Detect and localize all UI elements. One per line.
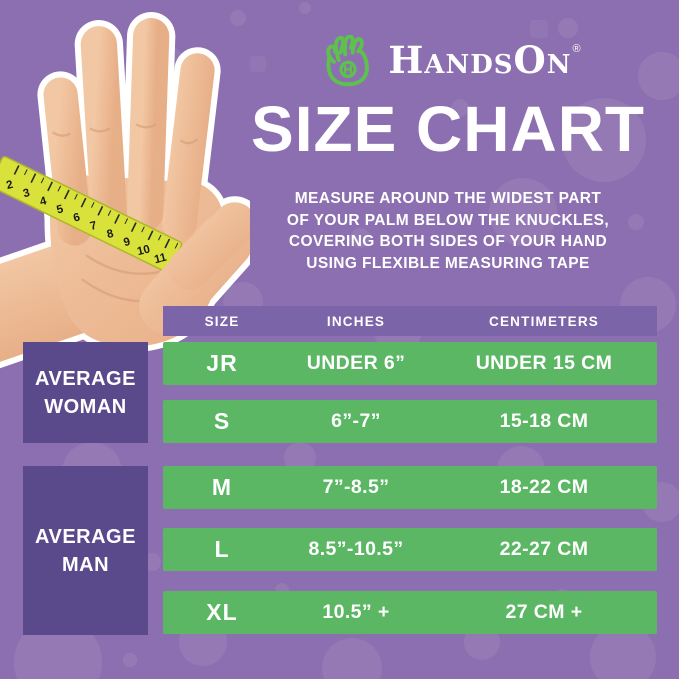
handson-logo-icon: [326, 34, 370, 87]
size-cell: M: [211, 474, 233, 500]
centimeters-cell: 15-18 CM: [499, 410, 589, 432]
column-header-inches: INCHES: [326, 313, 386, 329]
brand-name: HandsOn®: [388, 37, 581, 82]
page-title: SIZE CHART: [251, 93, 645, 165]
tape-number: 6: [72, 211, 82, 224]
tape-number: 9: [122, 236, 131, 249]
size-cell: L: [214, 536, 230, 562]
table-row-xl: XL 10.5” + 27 CM +: [163, 591, 657, 634]
tape-numbers: 2 3 4 5 6 7 8 9 10 11: [5, 179, 168, 267]
instruction-line: MEASURE AROUND THE WIDEST PART: [294, 190, 602, 207]
instruction-line: USING FLEXIBLE MEASURING TAPE: [306, 254, 590, 272]
registered-mark: ®: [572, 43, 581, 56]
tape-number: 10: [136, 243, 151, 258]
column-header-size: SIZE: [204, 313, 240, 329]
size-cell: JR: [206, 350, 238, 376]
thumb: [139, 202, 250, 335]
centimeters-cell: UNDER 15 CM: [475, 352, 613, 374]
instruction-line: OF YOUR PALM BELOW THE KNUCKLES,: [286, 211, 610, 229]
centimeters-cell: 18-22 CM: [499, 476, 589, 498]
inches-cell: 10.5” +: [322, 601, 390, 623]
tape-number: 7: [89, 220, 98, 233]
centimeters-cell: 27 CM +: [505, 601, 583, 623]
inches-cell: 6”-7”: [331, 410, 381, 432]
table-header-row: SIZE INCHES CENTIMETERS: [163, 306, 657, 336]
tape-number: 5: [55, 203, 65, 216]
group-label-average-man: AVERAGE MAN: [23, 466, 148, 635]
group-label-average-woman: AVERAGE WOMAN: [23, 342, 148, 443]
table-row-m: M 7”-8.5” 18-22 CM: [163, 466, 657, 509]
tape-number: 3: [22, 187, 32, 200]
instruction-line: COVERING BOTH SIDES OF YOUR HAND: [288, 233, 608, 250]
inches-cell: 8.5”-10.5”: [308, 538, 404, 560]
measuring-instructions: MEASURE AROUND THE WIDEST PART OF YOUR P…: [228, 188, 668, 274]
hand-with-tape-graphic: 2 3 4 5 6 7 8 9 10 11: [0, 12, 250, 369]
table-row-l: L 8.5”-10.5” 22-27 CM: [163, 528, 657, 571]
measuring-tape: 2 3 4 5 6 7 8 9 10 11: [0, 155, 183, 273]
tape-number: 4: [39, 195, 49, 208]
inches-cell: 7”-8.5”: [322, 476, 390, 498]
size-cell: XL: [206, 599, 238, 625]
size-table: SIZE INCHES CENTIMETERS JR UNDER 6” UNDE…: [163, 306, 657, 634]
inches-cell: UNDER 6”: [306, 352, 406, 374]
tape-number: 11: [153, 252, 168, 267]
table-row-s: S 6”-7” 15-18 CM: [163, 400, 657, 443]
tape-number: 2: [5, 179, 14, 192]
table-row-jr: JR UNDER 6” UNDER 15 CM: [163, 342, 657, 385]
centimeters-cell: 22-27 CM: [499, 538, 589, 560]
column-header-centimeters: CENTIMETERS: [489, 313, 599, 329]
tape-number: 8: [106, 228, 116, 241]
size-cell: S: [213, 408, 231, 434]
logo: HandsOn®: [235, 32, 665, 88]
